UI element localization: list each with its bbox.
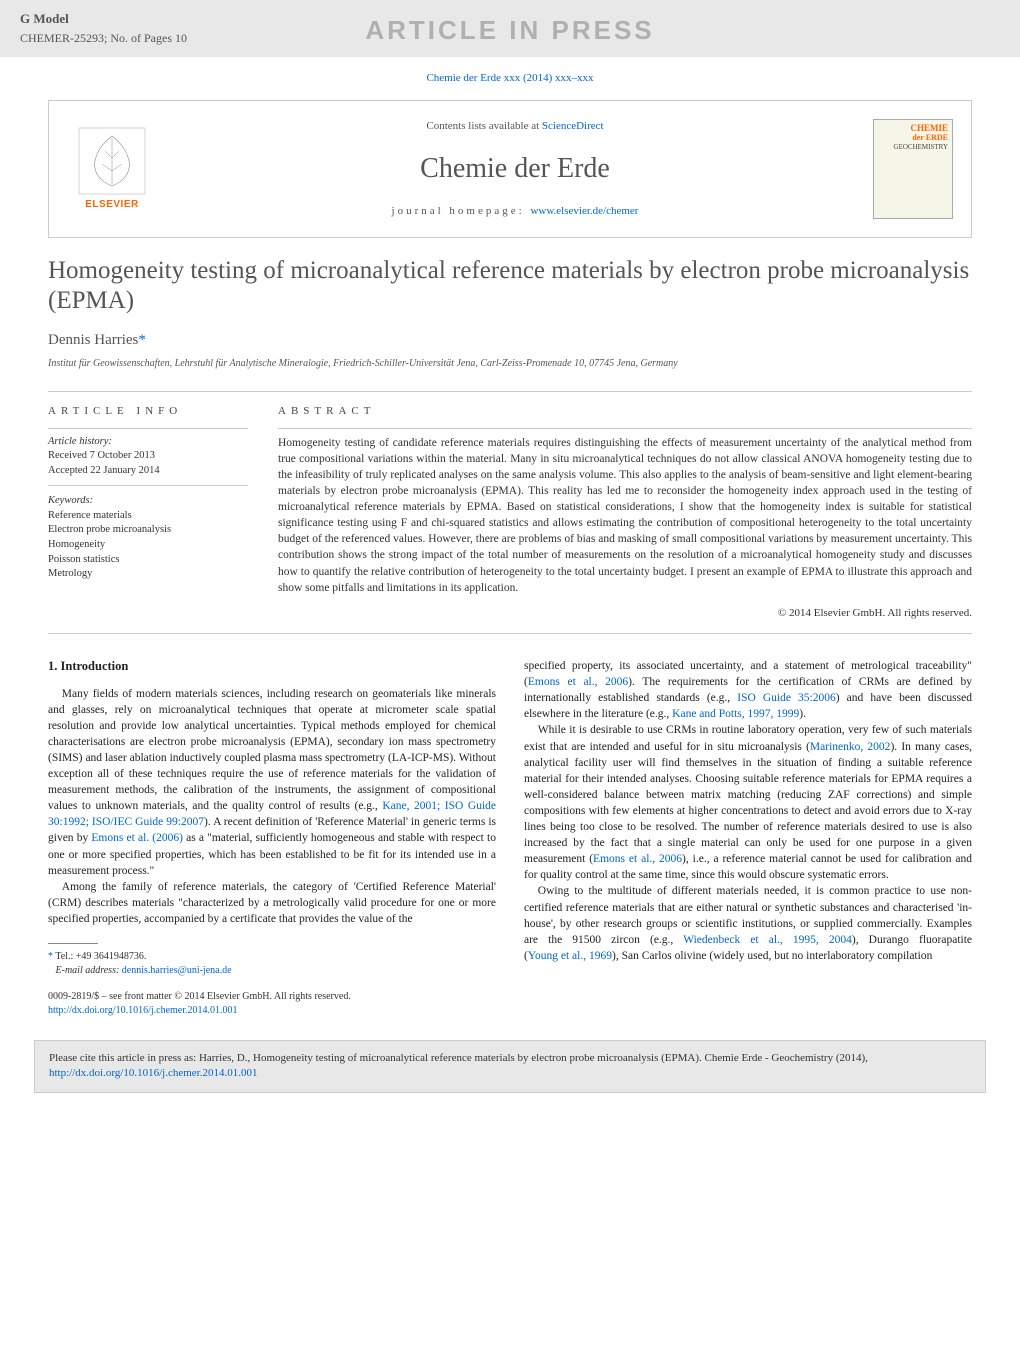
article-title: Homogeneity testing of microanalytical r… — [48, 256, 972, 316]
keyword-item: Reference materials — [48, 509, 248, 524]
header-bar: G Model CHEMER-25293; No. of Pages 10 AR… — [0, 0, 1020, 57]
abstract-copyright: © 2014 Elsevier GmbH. All rights reserve… — [278, 606, 972, 621]
ref-link[interactable]: Emons et al., 2006 — [528, 676, 628, 688]
journal-homepage-link[interactable]: www.elsevier.de/chemer — [530, 205, 638, 217]
intro-p4: While it is desirable to use CRMs in rou… — [524, 722, 972, 883]
keyword-item: Metrology — [48, 567, 248, 582]
received-date: Received 7 October 2013 — [48, 449, 248, 464]
info-abstract-row: article info Article history: Received 7… — [48, 391, 972, 634]
cover-title-line2: der ERDE — [878, 134, 948, 143]
contents-available-line: Contents lists available at ScienceDirec… — [157, 119, 873, 134]
body-columns: 1. Introduction Many fields of modern ma… — [48, 658, 972, 1018]
journal-info-box: ELSEVIER Contents lists available at Sci… — [48, 100, 972, 238]
article-info-column: article info Article history: Received 7… — [48, 404, 248, 621]
please-cite-box: Please cite this article in press as: Ha… — [34, 1040, 986, 1093]
info-rule-2 — [48, 485, 248, 486]
info-rule — [48, 428, 248, 429]
abstract-rule — [278, 428, 972, 429]
abstract-text: Homogeneity testing of candidate referen… — [278, 435, 972, 596]
article-author: Dennis Harries* — [48, 330, 972, 351]
intro-p3: specified property, its associated uncer… — [524, 658, 972, 722]
elsevier-label: ELSEVIER — [85, 198, 138, 212]
sciencedirect-link[interactable]: ScienceDirect — [542, 120, 604, 132]
abstract-column: abstract Homogeneity testing of candidat… — [278, 404, 972, 621]
elsevier-logo: ELSEVIER — [67, 122, 157, 217]
email-link[interactable]: dennis.harries@uni-jena.de — [122, 965, 232, 976]
article-in-press-banner: ARTICLE IN PRESS — [365, 12, 654, 48]
section-title-introduction: 1. Introduction — [48, 658, 496, 676]
ref-link[interactable]: Emons et al., 2006 — [593, 853, 682, 865]
abstract-head: abstract — [278, 404, 972, 419]
journal-name: Chemie der Erde — [157, 149, 873, 188]
journal-center: Contents lists available at ScienceDirec… — [157, 119, 873, 219]
author-affiliation: Institut für Geowissenschaften, Lehrstuh… — [48, 357, 972, 371]
article-info-head: article info — [48, 404, 248, 419]
keyword-item: Electron probe microanalysis — [48, 523, 248, 538]
keyword-item: Poisson statistics — [48, 553, 248, 568]
ref-link[interactable]: Marinenko, 2002 — [810, 741, 891, 753]
keyword-item: Homogeneity — [48, 538, 248, 553]
intro-p1: Many fields of modern materials sciences… — [48, 686, 496, 879]
ref-link[interactable]: Young et al., 1969 — [528, 950, 612, 962]
footnote-separator — [48, 943, 98, 944]
ref-link[interactable]: Kane and Potts, 1997, 1999 — [672, 708, 799, 720]
cover-title-line3: GEOCHEMISTRY — [878, 143, 948, 153]
ref-link[interactable]: Wiedenbeck et al., 1995, 2004 — [683, 934, 852, 946]
intro-p5: Owing to the multitude of different mate… — [524, 883, 972, 963]
keywords-head: Keywords: — [48, 495, 93, 506]
journal-cover-thumbnail: CHEMIE der ERDE GEOCHEMISTRY — [873, 119, 953, 219]
elsevier-tree-icon — [77, 126, 147, 196]
citebox-doi-link[interactable]: http://dx.doi.org/10.1016/j.chemer.2014.… — [49, 1067, 257, 1079]
corresponding-author-footnote: * Tel.: +49 3641948736. E-mail address: … — [48, 950, 496, 978]
intro-p2: Among the family of reference materials,… — [48, 879, 496, 927]
ref-link[interactable]: Emons et al. (2006) — [91, 832, 183, 844]
corresponding-author-star: * — [138, 332, 146, 348]
article-body: Homogeneity testing of microanalytical r… — [48, 256, 972, 1018]
front-matter-line: 0009-2819/$ – see front matter © 2014 El… — [48, 990, 496, 1018]
ref-link[interactable]: ISO Guide 35:2006 — [737, 692, 836, 704]
accepted-date: Accepted 22 January 2014 — [48, 464, 248, 479]
article-history-head: Article history: — [48, 436, 112, 447]
journal-homepage-line: journal homepage: www.elsevier.de/chemer — [157, 204, 873, 219]
citation-link[interactable]: Chemie der Erde xxx (2014) xxx–xxx — [0, 57, 1020, 100]
doi-link[interactable]: http://dx.doi.org/10.1016/j.chemer.2014.… — [48, 1005, 238, 1016]
